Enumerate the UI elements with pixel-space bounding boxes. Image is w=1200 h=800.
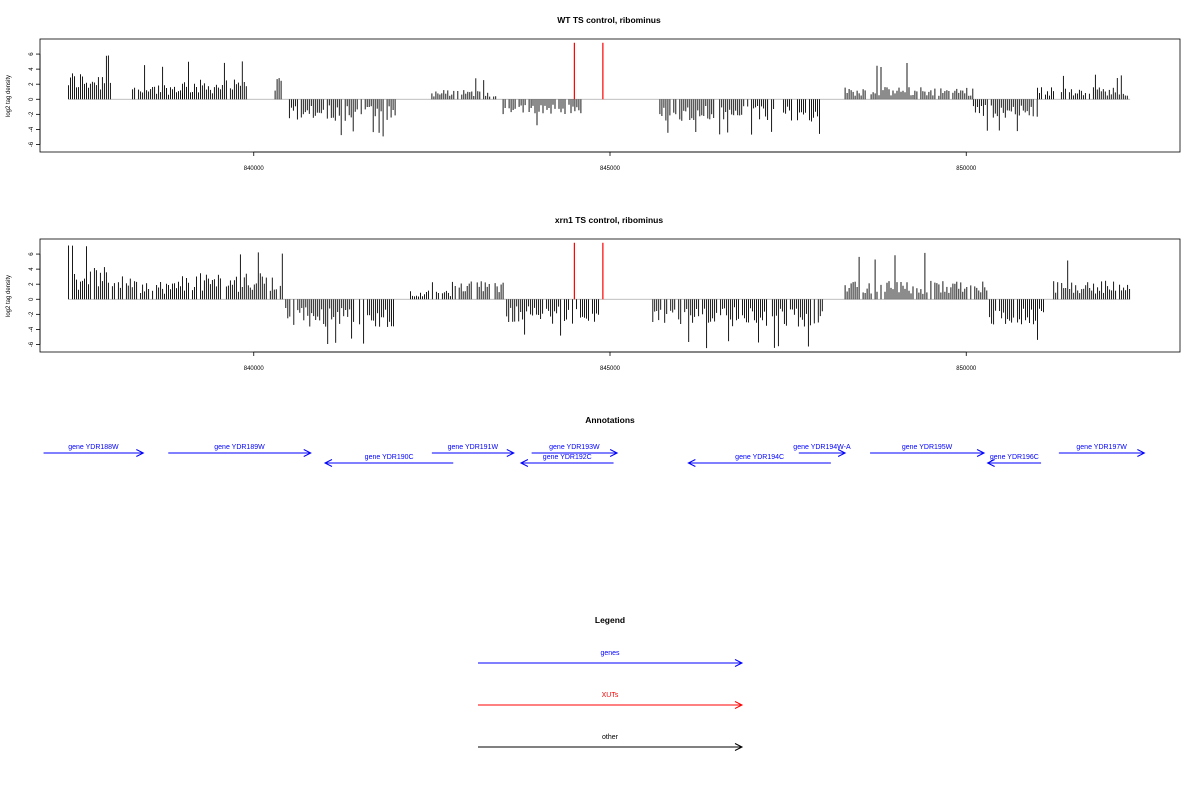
wt-x-tick-label: 845000 xyxy=(600,166,621,172)
legend-label: XUTs xyxy=(602,692,619,699)
gene-arrow-head xyxy=(837,449,847,457)
legend-items: genes XUTs other xyxy=(478,650,744,751)
legend-label: genes xyxy=(600,650,620,657)
gene-label: gene YDR197W xyxy=(1076,444,1127,451)
xrn1-plot-frame xyxy=(39,238,1181,353)
gene-arrows: gene YDR188W gene YDR189W gene YDR190C gene… xyxy=(43,444,1146,467)
legend: Legend genes XUTs other xyxy=(478,615,744,751)
wt-y-tick-label: -6 xyxy=(29,141,35,147)
gene-arrow-head xyxy=(136,449,145,457)
legend-arrow-head xyxy=(734,701,744,709)
legend-label: other xyxy=(602,734,619,741)
xrn1-y-tick-label: 4 xyxy=(29,267,35,271)
wt-y-tick-label: 2 xyxy=(29,82,35,86)
wt-x-tick-label: 850000 xyxy=(956,166,977,172)
gene-arrow-head xyxy=(1137,449,1146,457)
legend-arrow-head xyxy=(734,659,744,667)
gene-label: gene YDR194W-A xyxy=(793,444,851,451)
gene-label: gene YDR192C xyxy=(543,454,592,461)
wt-y-tick-label: 0 xyxy=(29,97,35,101)
annotations-track: Annotations gene YDR188W gene YDR189Wgene… xyxy=(43,415,1146,467)
gene-arrow-head xyxy=(323,459,333,467)
xrn1-y-tick-label: -4 xyxy=(29,326,35,332)
xrn1-y-tick-label: -6 xyxy=(29,341,35,347)
wt-y-tick-label: 4 xyxy=(29,67,35,71)
xrn1-bars xyxy=(68,242,1131,349)
gene-label: gene YDR191W xyxy=(448,444,499,451)
gene-arrow-head xyxy=(609,449,619,457)
wt-y-tick-label: -4 xyxy=(29,126,35,132)
annotations-title: Annotations xyxy=(585,415,635,425)
wt-panel-title: WT TS control, ribominus xyxy=(557,15,661,25)
xrn1-y-tick-label: 2 xyxy=(29,282,35,286)
wt-bars xyxy=(68,42,1131,137)
xrn1-axes: -6 -4 -2 0 2 4 6 840000 845000 850000 xyxy=(29,252,977,372)
wt-x-tick-label: 840000 xyxy=(244,166,265,172)
gene-label: gene YDR190C xyxy=(365,454,414,461)
wt-signal-panel: WT TS control, ribominus log2 tag densit… xyxy=(6,15,1181,172)
xrn1-x-tick-label: 845000 xyxy=(600,366,621,372)
gene-label: gene YDR189W xyxy=(214,444,265,451)
gene-label: gene YDR195W xyxy=(902,444,953,451)
gene-arrow-head xyxy=(687,459,696,467)
gene-arrow-head xyxy=(506,449,515,457)
wt-plot-frame xyxy=(39,38,1181,153)
wt-y-tick-label: 6 xyxy=(29,52,35,56)
gene-arrow-head xyxy=(976,449,986,457)
wt-y-axis-label: log2 tag density xyxy=(6,75,12,117)
xrn1-signal-panel: xrn1 TS control, ribominus log2 tag dens… xyxy=(6,215,1181,372)
legend-arrow-head xyxy=(734,743,744,751)
gene-label: gene YDR193W xyxy=(549,444,600,451)
gene-label: gene YDR196C xyxy=(990,454,1039,461)
xrn1-y-tick-label: -2 xyxy=(29,311,35,317)
xrn1-y-tick-label: 6 xyxy=(29,252,35,256)
gene-arrow-head xyxy=(986,459,995,467)
xrn1-panel-title: xrn1 TS control, ribominus xyxy=(555,215,663,225)
gene-arrow-head xyxy=(519,459,529,467)
gene-label: gene YDR194C xyxy=(735,454,784,461)
wt-y-tick-label: -2 xyxy=(29,111,35,117)
gene-label: gene YDR188W xyxy=(68,444,119,451)
gene-arrow-head xyxy=(303,449,312,457)
legend-title: Legend xyxy=(595,615,625,625)
xrn1-x-tick-label: 840000 xyxy=(244,366,265,372)
xrn1-y-tick-label: 0 xyxy=(29,297,35,301)
xrn1-x-tick-label: 850000 xyxy=(956,366,977,372)
xrn1-y-axis-label: log2 tag density xyxy=(6,275,12,317)
wt-axes: -6 -4 -2 0 2 4 6 840000 845000 850000 xyxy=(29,52,977,172)
